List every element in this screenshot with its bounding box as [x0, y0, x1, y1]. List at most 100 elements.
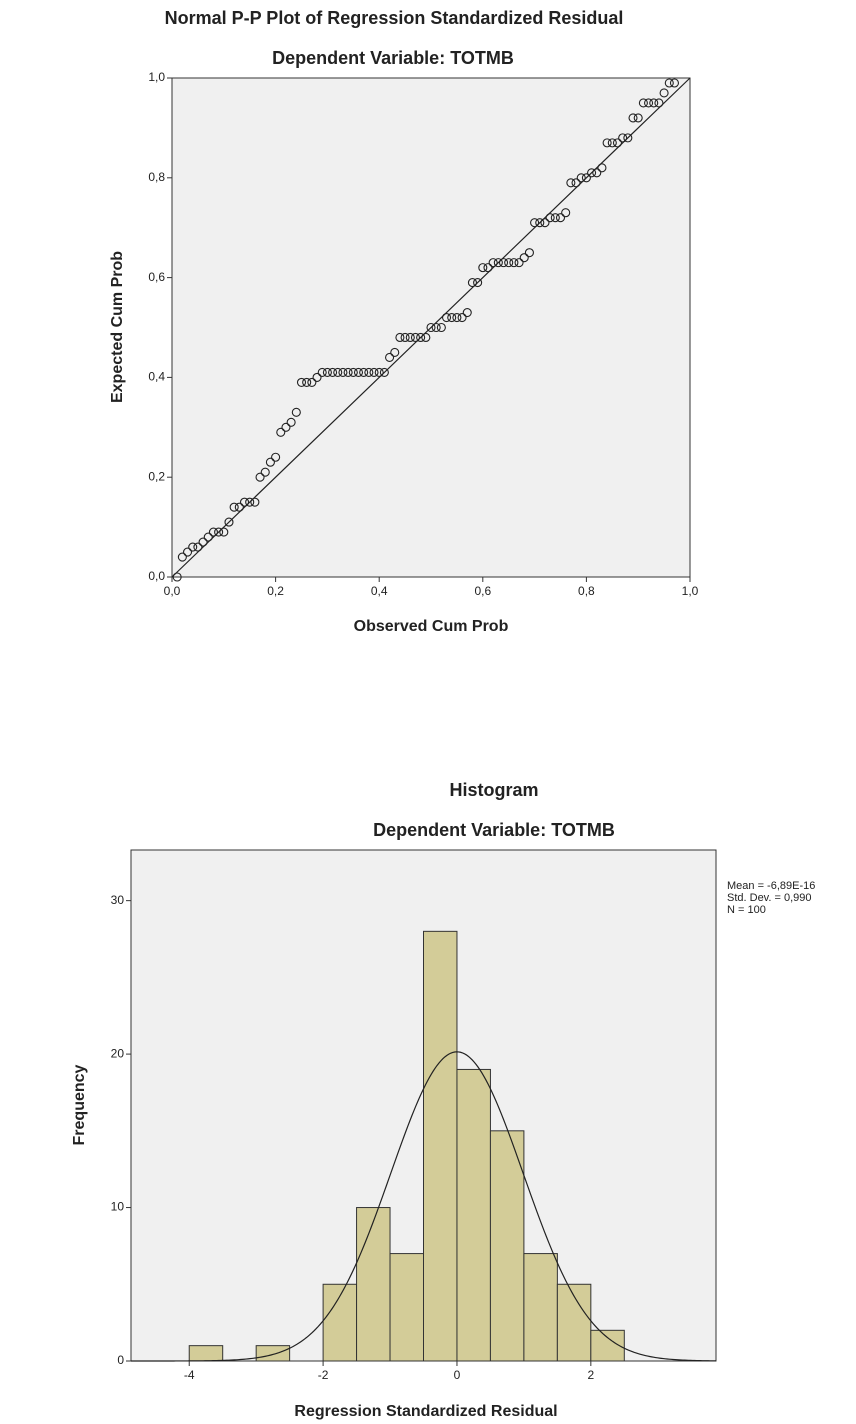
y-tick-label: 0,0: [148, 569, 165, 583]
point: [395, 332, 405, 343]
point: [317, 367, 327, 377]
x-axis-title: Observed Cum Prob: [354, 618, 509, 635]
point: [524, 248, 534, 258]
point: [607, 138, 617, 148]
x-tick-label: 0,8: [578, 584, 595, 598]
point: [343, 367, 353, 377]
point: [473, 278, 483, 288]
y-tick-label: 0,6: [148, 270, 165, 284]
x-tick-label: 0,4: [371, 584, 388, 598]
point: [421, 332, 431, 343]
point: [478, 263, 488, 273]
point: [602, 138, 612, 148]
point: [302, 377, 312, 387]
bar: [489, 1130, 525, 1362]
point: [271, 452, 281, 462]
point: [328, 367, 338, 377]
point: [353, 367, 364, 377]
point: [416, 332, 426, 343]
point: [188, 542, 198, 552]
point: [224, 517, 234, 527]
point: [452, 312, 462, 323]
point: [250, 497, 260, 507]
point: [260, 467, 270, 477]
bar: [389, 1253, 424, 1362]
point: [530, 218, 540, 228]
point: [359, 367, 369, 377]
point: [592, 168, 602, 178]
point: [426, 322, 436, 333]
point: [333, 367, 343, 377]
y-tick-label: 0,4: [148, 370, 165, 384]
x-tick-label: 0,2: [267, 584, 284, 598]
point: [623, 133, 633, 143]
point: [410, 332, 421, 343]
point: [291, 407, 301, 417]
point: [307, 377, 317, 387]
point: [198, 537, 208, 547]
point: [390, 347, 400, 358]
bar: [188, 1345, 224, 1362]
point: [338, 367, 348, 377]
y-tick-label: 30: [111, 893, 125, 907]
point: [255, 472, 265, 482]
point: [659, 88, 669, 98]
point: [265, 457, 275, 467]
point: [182, 547, 193, 557]
point: [467, 278, 477, 288]
y-tick-label: 20: [111, 1046, 125, 1060]
chart-subtitle: Dependent Variable: TOTMB: [373, 820, 615, 840]
bar: [523, 1253, 558, 1362]
point: [509, 258, 519, 268]
point: [436, 322, 446, 333]
point: [644, 98, 654, 108]
point: [504, 258, 514, 268]
x-tick-label: 1,0: [682, 584, 699, 598]
point: [483, 263, 493, 273]
point: [374, 367, 384, 377]
point: [296, 377, 307, 387]
point: [581, 173, 591, 183]
point: [219, 527, 229, 537]
point: [638, 98, 648, 108]
point: [369, 367, 379, 377]
point: [462, 307, 472, 318]
chart-title: Histogram: [449, 780, 538, 800]
point: [193, 542, 203, 552]
point: [654, 98, 664, 108]
bar: [255, 1345, 291, 1362]
y-tick-label: 1,0: [148, 70, 165, 84]
stat-label: Std. Dev. = 0,990: [727, 892, 812, 904]
chart-title: Normal P-P Plot of Regression Standardiz…: [165, 8, 624, 28]
point: [276, 427, 286, 437]
x-tick-label: 2: [587, 1368, 594, 1382]
point: [493, 258, 503, 268]
reference-line: [171, 77, 691, 578]
point: [364, 367, 374, 377]
y-axis-title: Frequency: [71, 1064, 88, 1145]
point: [633, 113, 643, 123]
point: [379, 367, 389, 377]
bar: [423, 930, 458, 1362]
point: [576, 173, 586, 183]
point: [618, 133, 628, 143]
point: [550, 213, 560, 223]
x-axis-title: Regression Standardized Residual: [294, 1403, 557, 1420]
point: [234, 502, 244, 512]
point: [441, 312, 452, 323]
normal-curve: [131, 1051, 717, 1362]
point: [498, 258, 509, 268]
y-axis-title: Expected Cum Prob: [109, 251, 126, 403]
point: [385, 352, 395, 362]
point: [245, 497, 255, 507]
bar: [456, 1068, 491, 1362]
point: [172, 572, 182, 582]
point: [535, 218, 545, 228]
point: [545, 213, 555, 223]
point: [649, 98, 659, 108]
point: [203, 532, 213, 542]
point: [519, 253, 529, 263]
point: [322, 367, 332, 377]
x-tick-label: 0: [454, 1368, 461, 1382]
